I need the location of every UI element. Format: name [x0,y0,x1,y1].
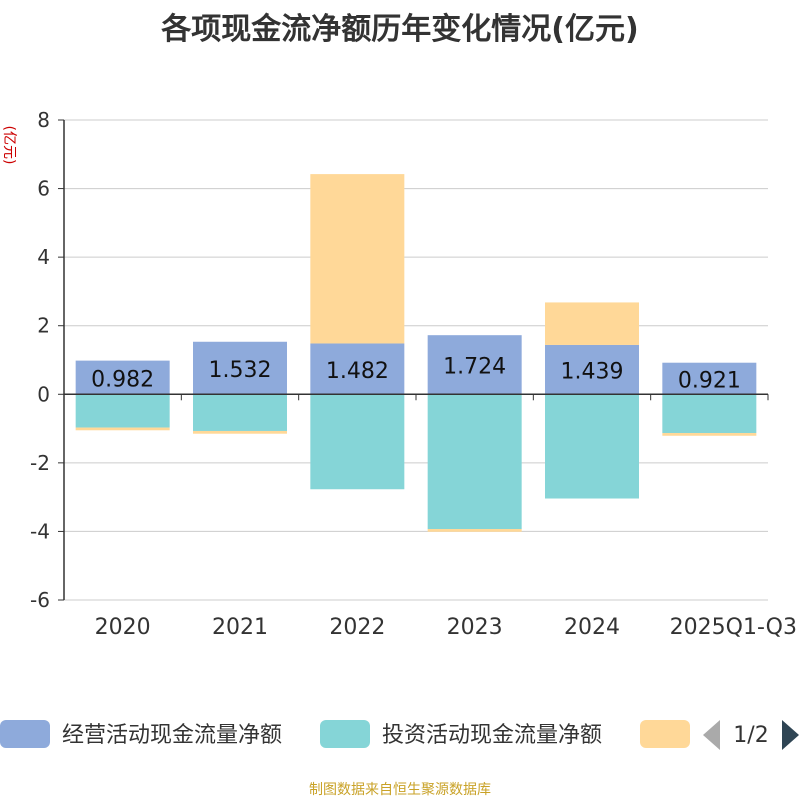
legend-item [640,720,690,748]
legend-swatch [320,720,370,748]
bar-series2 [662,394,757,434]
x-tick-label: 2025Q1-Q3 [670,615,797,640]
bar-series3 [193,430,287,434]
x-tick-label: 2021 [212,615,268,640]
bar-data-label: 1.439 [561,360,624,385]
data-source-footer: 制图数据来自恒生聚源数据库 [309,782,491,798]
x-tick-label: 2022 [329,615,385,640]
bar-series2 [427,394,522,530]
bar-series3 [545,302,639,345]
bar-series2 [75,394,170,428]
y-tick-label: 6 [37,177,50,201]
legend-item: 投资活动现金流量净额 [320,720,602,748]
y-tick-label: 8 [37,108,50,132]
bar-series1 [310,343,405,395]
y-tick-label: -6 [30,588,50,612]
bar-data-label: 0.921 [678,368,741,393]
bar-series2 [310,394,405,490]
y-axis-label: (亿元) [1,126,17,165]
legend-label: 经营活动现金流量净额 [62,723,282,748]
y-tick-label: 0 [37,382,50,406]
bar-data-label: 1.482 [326,359,389,384]
legend-swatch [0,720,50,748]
bar-data-label: 1.724 [443,355,506,380]
x-tick-label: 2023 [447,615,503,640]
bar-series3 [75,427,170,431]
bar-series1 [75,360,170,395]
bar-data-label: 1.532 [209,358,272,383]
legend-next-arrow-icon[interactable] [782,720,799,750]
bar-series2 [193,394,287,431]
legend-swatch [640,720,690,748]
bar-series1 [427,335,522,395]
x-tick-label: 2020 [95,615,151,640]
bar-series3 [662,433,757,436]
y-tick-label: -4 [30,519,50,543]
y-tick-label: -2 [30,451,50,475]
bar-series2 [545,394,639,499]
legend-page-indicator: 1/2 [733,723,768,748]
bar-series3 [310,174,405,344]
y-tick-label: 4 [37,245,50,269]
x-tick-label: 2024 [564,615,620,640]
y-tick-label: 2 [37,314,50,338]
legend-prev-arrow-icon[interactable] [703,720,720,750]
chart-title: 各项现金流净额历年变化情况(亿元) [161,12,639,47]
bar-series1 [545,344,639,395]
legend-label: 投资活动现金流量净额 [382,723,602,748]
bar-series3 [427,529,522,532]
legend-item: 经营活动现金流量净额 [0,720,282,748]
bar-data-label: 0.982 [91,367,154,392]
bar-series1 [193,341,287,395]
bar-series1 [662,362,757,395]
